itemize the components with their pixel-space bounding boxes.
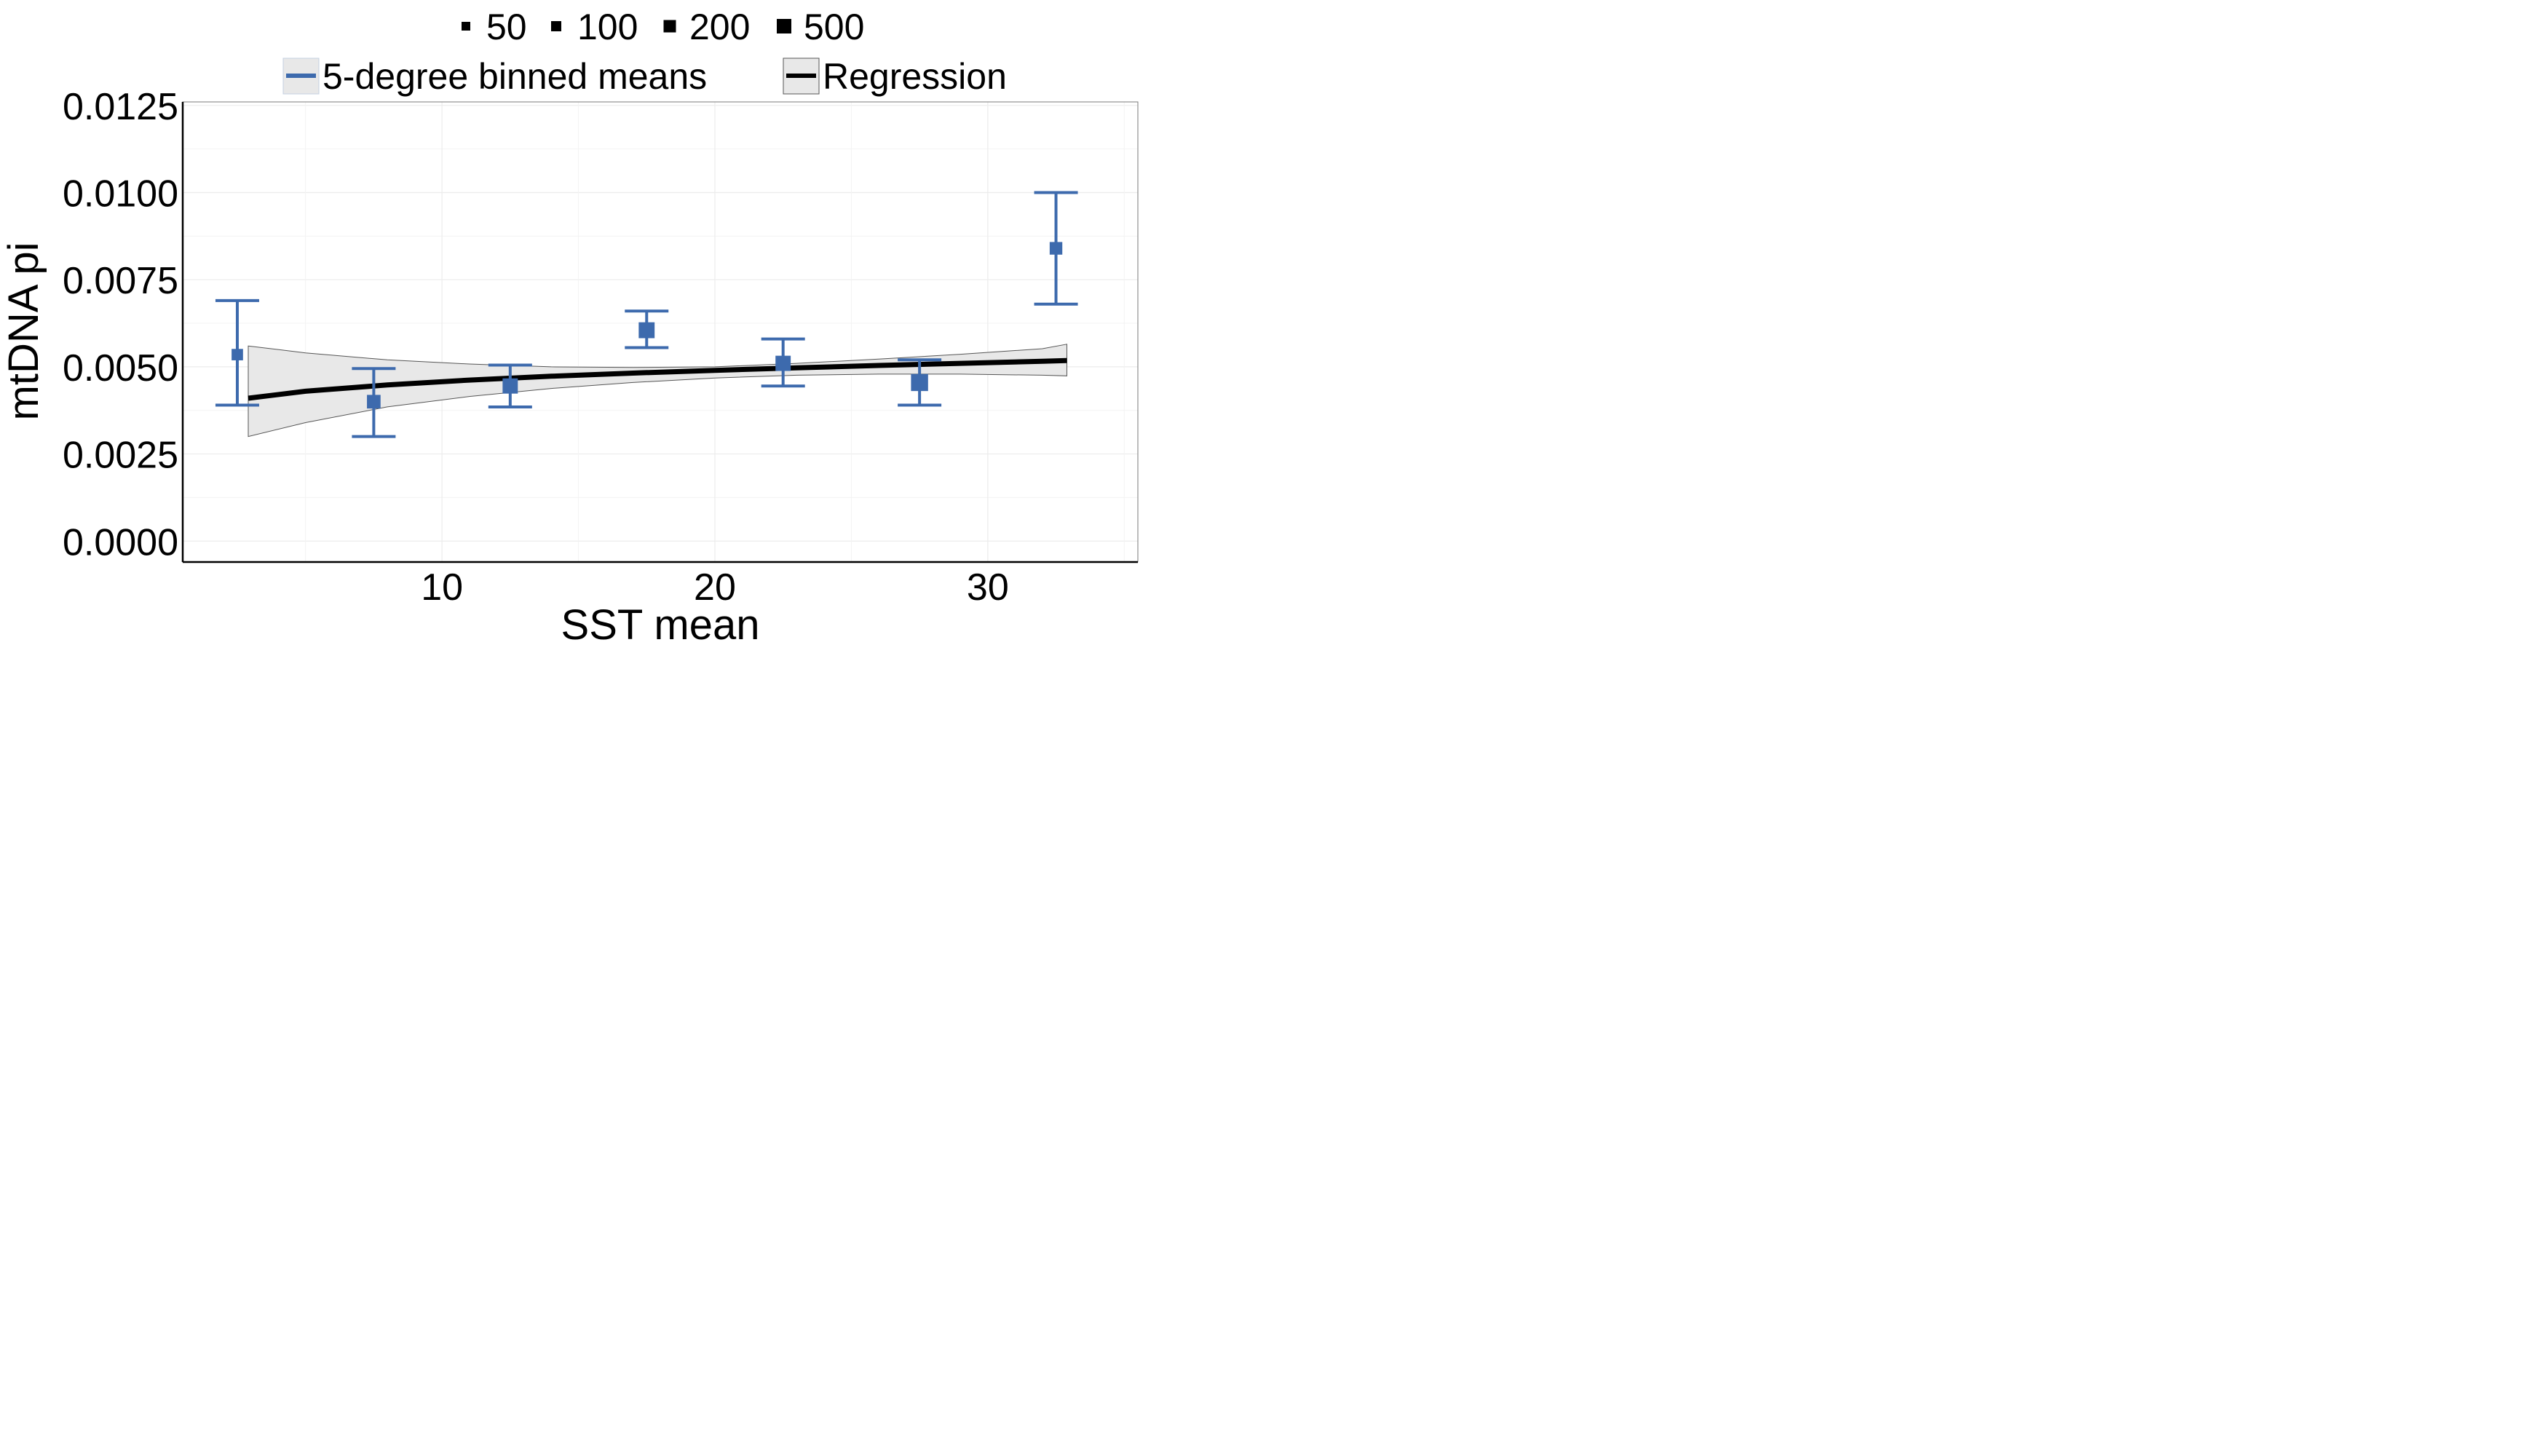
- size-legend: 50 100 200 500: [462, 7, 864, 47]
- size-legend-label: 200: [689, 7, 750, 47]
- legend-label-regression: Regression: [823, 56, 1007, 97]
- binned-mean-point: [367, 395, 381, 409]
- axes: [181, 101, 1139, 563]
- regression-confidence-band: [248, 344, 1067, 438]
- regression-ribbon-layer: [248, 344, 1067, 438]
- series-legend: 5-degree binned means Regression: [282, 56, 1007, 97]
- y-tick-label: 0.0100: [63, 173, 178, 215]
- binned-mean-point: [775, 355, 791, 371]
- binned-mean-point: [1049, 242, 1063, 255]
- y-tick-label: 0.0000: [63, 521, 178, 563]
- size-legend-key: [777, 19, 791, 33]
- legend-label-binned-means: 5-degree binned means: [323, 56, 707, 97]
- y-axis-title: mtDNA pi: [0, 242, 47, 421]
- tick-labels: 0.0000 0.0025 0.0050 0.0075 0.0100 0.0125 10 20…: [63, 86, 1009, 609]
- binned-mean-point: [502, 378, 518, 394]
- size-legend-label: 100: [577, 7, 638, 47]
- chart: 50 100 200 500 5-degree binned means Regress…: [0, 7, 1139, 647]
- grid: [183, 102, 1138, 562]
- x-axis-title: SST mean: [561, 601, 760, 647]
- y-tick-label: 0.0025: [63, 435, 178, 477]
- size-legend-key: [551, 21, 561, 31]
- binned-mean-point: [232, 349, 243, 360]
- y-tick-label: 0.0075: [63, 260, 178, 302]
- x-tick-label: 30: [967, 566, 1009, 609]
- y-tick-label: 0.0125: [63, 86, 178, 128]
- size-legend-key: [663, 20, 676, 33]
- y-tick-label: 0.0050: [63, 347, 178, 389]
- binned-mean-point: [638, 322, 655, 339]
- binned-means-layer: [215, 191, 1078, 438]
- size-legend-label: 50: [486, 7, 527, 47]
- x-tick-label: 10: [421, 566, 463, 609]
- binned-mean-point: [911, 373, 928, 392]
- panel-border: [182, 101, 1139, 563]
- size-legend-label: 500: [804, 7, 864, 47]
- size-legend-key: [462, 22, 470, 31]
- x-tick-label: 20: [694, 566, 736, 609]
